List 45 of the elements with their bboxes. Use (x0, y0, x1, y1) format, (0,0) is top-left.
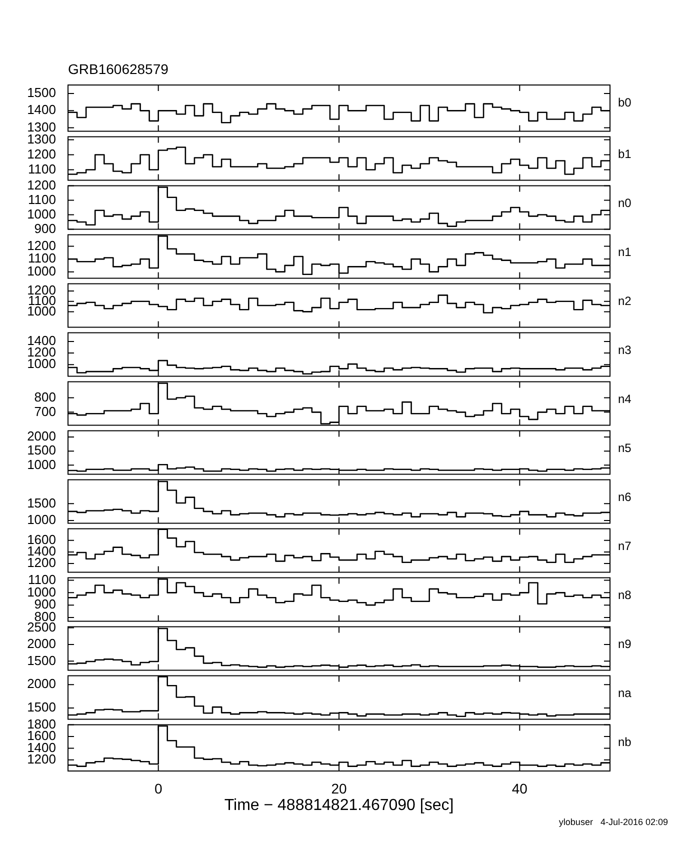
text: n8 (618, 588, 632, 602)
text: ylobuser 4-Jul-2016 02:09 (558, 816, 668, 827)
text: n2 (618, 294, 632, 308)
text: nb (618, 735, 632, 750)
text: n6 (618, 490, 632, 504)
y-tick-label: 1500 (27, 652, 56, 668)
text: n1 (618, 245, 632, 260)
y-tick-label: 2000 (27, 636, 56, 652)
text: n4 (618, 392, 632, 406)
text: b1 (618, 147, 632, 162)
y-tick-label: 1100 (28, 572, 56, 587)
y-tick-label: 1200 (27, 238, 56, 253)
chart-title: GRB160628579 (68, 60, 169, 77)
y-tick-label: 1000 (27, 584, 56, 600)
x-axis-title: Time − 488814821.467090 [sec] (224, 796, 454, 814)
y-tick-label: 1100 (28, 192, 56, 207)
y-tick-label: 700 (34, 404, 56, 419)
y-tick-label: 1400 (27, 102, 56, 118)
x-tick-label: 0 (154, 780, 162, 796)
y-tick-label: 1100 (28, 161, 56, 176)
y-tick-label: 1200 (27, 177, 56, 192)
x-tick-label: 40 (512, 780, 528, 796)
y-tick-label: 1500 (27, 442, 56, 458)
y-tick-label: 2000 (27, 428, 56, 444)
y-tick-label: 1500 (27, 85, 56, 100)
y-tick-label: 1000 (27, 206, 56, 222)
text: n5 (618, 441, 632, 456)
text: na (618, 686, 632, 700)
y-tick-label: 1100 (28, 250, 56, 266)
text: n3 (618, 343, 632, 358)
text: n7 (618, 539, 632, 554)
text: b0 (618, 95, 632, 110)
y-tick-label: 1500 (27, 700, 56, 715)
text: n0 (618, 196, 632, 210)
y-tick-label: 900 (34, 220, 56, 236)
y-tick-label: 1200 (27, 146, 56, 162)
y-tick-label: 1500 (27, 495, 56, 510)
y-tick-label: 1000 (27, 512, 56, 528)
y-tick-label: 900 (34, 596, 56, 612)
y-tick-label: 2000 (27, 676, 56, 692)
y-tick-label: 1000 (27, 263, 56, 278)
x-tick-label: 20 (331, 780, 347, 796)
y-tick-label: 1000 (27, 456, 56, 472)
text: n9 (618, 637, 632, 652)
y-tick-label: 800 (34, 389, 56, 404)
